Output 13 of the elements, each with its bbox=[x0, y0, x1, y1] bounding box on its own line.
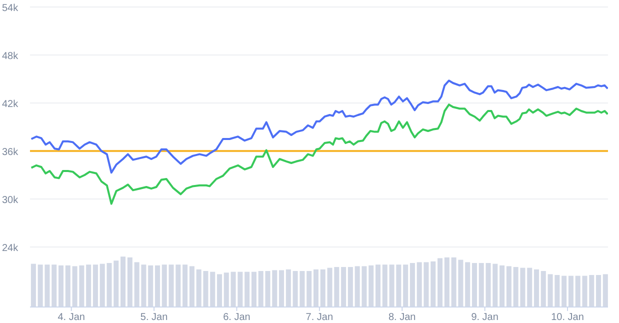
x-tick-label: 4. Jan bbox=[58, 312, 85, 323]
y-tick-label: 36k bbox=[2, 147, 20, 158]
y-tick-label: 48k bbox=[2, 51, 20, 62]
x-tick-label: 7. Jan bbox=[306, 312, 334, 323]
y-tick-label: 42k bbox=[2, 99, 20, 110]
x-tick-label: 6. Jan bbox=[223, 312, 250, 323]
x-tick-label: 5. Jan bbox=[140, 312, 168, 323]
x-tick-label: 10. Jan bbox=[551, 312, 584, 323]
x-tick-label: 8. Jan bbox=[388, 312, 416, 323]
x-tick-label: 9. Jan bbox=[471, 312, 498, 323]
y-tick-label: 54k bbox=[2, 3, 20, 14]
y-tick-label: 24k bbox=[2, 243, 20, 254]
y-tick-label: 30k bbox=[2, 195, 20, 206]
